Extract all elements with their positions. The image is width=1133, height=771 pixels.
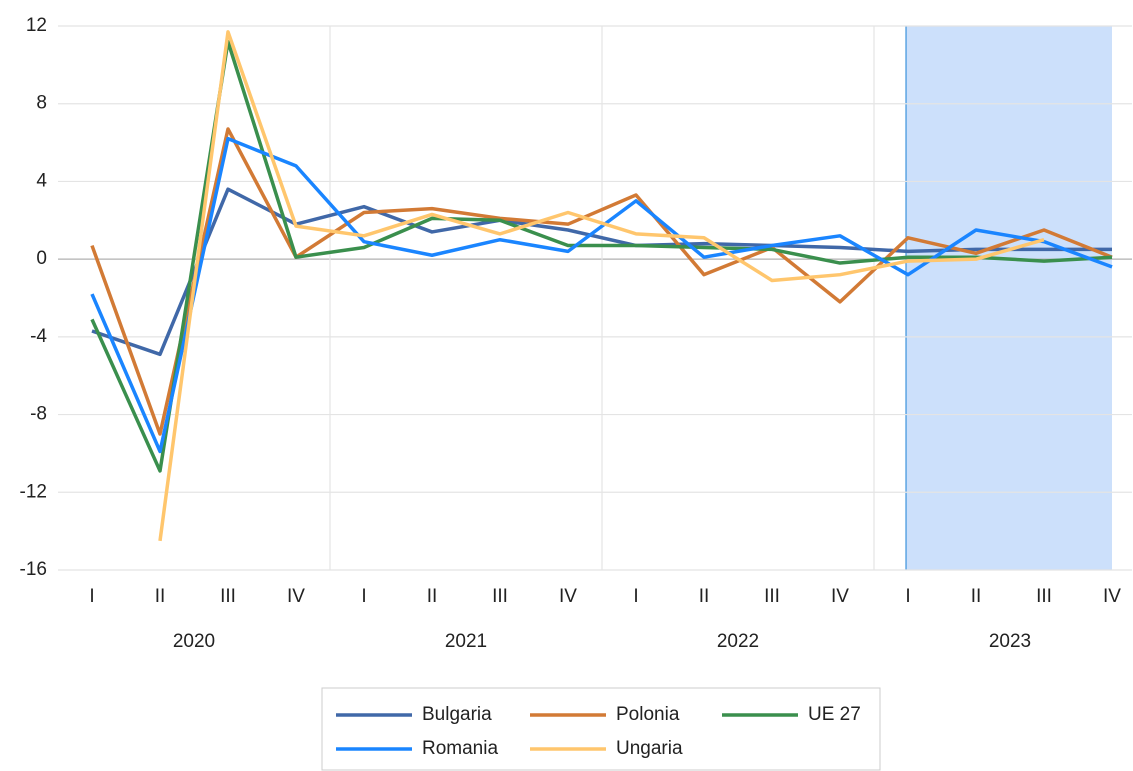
x-tick-label: II bbox=[971, 586, 982, 607]
legend-label: Bulgaria bbox=[422, 704, 492, 725]
series-line bbox=[90, 39, 1113, 473]
year-label: 2020 bbox=[173, 631, 215, 652]
series-line bbox=[158, 30, 1045, 542]
x-tick-label: I bbox=[905, 586, 910, 607]
y-tick-label: 8 bbox=[36, 93, 47, 114]
x-tick-label: IV bbox=[559, 586, 577, 607]
x-tick-label: IV bbox=[831, 586, 849, 607]
y-tick-label: -16 bbox=[20, 559, 47, 580]
x-tick-label: III bbox=[1036, 586, 1052, 607]
x-tick-label: III bbox=[764, 586, 780, 607]
x-tick-label: I bbox=[89, 586, 94, 607]
y-tick-label: -8 bbox=[30, 404, 47, 425]
y-tick-label: 4 bbox=[36, 170, 47, 191]
year-label: 2021 bbox=[445, 631, 487, 652]
x-tick-label: II bbox=[699, 586, 710, 607]
year-label: 2023 bbox=[989, 631, 1031, 652]
highlight-region bbox=[906, 26, 1112, 570]
x-tick-label: II bbox=[155, 586, 166, 607]
series-line bbox=[90, 136, 1113, 454]
legend-box bbox=[321, 687, 881, 771]
y-tick-label: 0 bbox=[36, 248, 47, 269]
x-tick-label: II bbox=[427, 586, 438, 607]
legend-label: Polonia bbox=[616, 704, 680, 725]
year-label: 2022 bbox=[717, 631, 759, 652]
x-tick-label: III bbox=[492, 586, 508, 607]
legend-label: Ungaria bbox=[616, 738, 683, 759]
x-tick-label: IV bbox=[287, 586, 305, 607]
x-tick-label: I bbox=[361, 586, 366, 607]
series-line bbox=[90, 127, 1113, 436]
x-tick-label: III bbox=[220, 586, 236, 607]
y-tick-label: -4 bbox=[30, 326, 47, 347]
legend-label: UE 27 bbox=[808, 704, 861, 725]
x-tick-label: IV bbox=[1103, 586, 1121, 607]
legend-label: Romania bbox=[422, 738, 498, 759]
x-tick-label: I bbox=[633, 586, 638, 607]
y-tick-label: -12 bbox=[20, 481, 47, 502]
y-tick-label: 12 bbox=[26, 15, 47, 36]
